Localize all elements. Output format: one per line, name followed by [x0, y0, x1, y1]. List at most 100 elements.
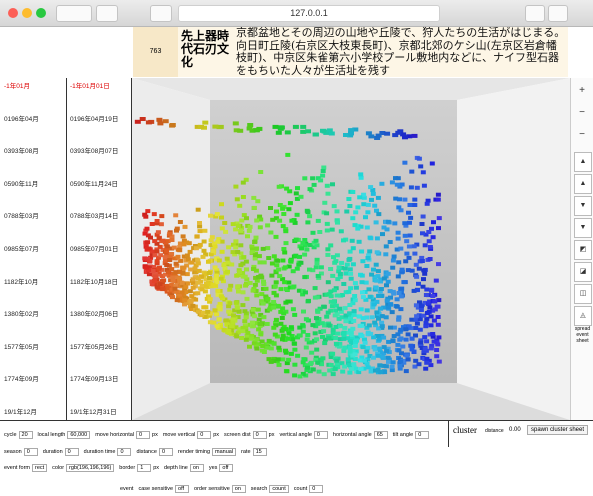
event-block — [274, 235, 279, 239]
zoom-button[interactable] — [36, 8, 46, 18]
event-block — [328, 243, 333, 247]
toolbar-icon[interactable]: ◬ — [574, 306, 592, 326]
event-block — [239, 336, 244, 340]
control-value[interactable]: 0 — [65, 448, 79, 456]
control-value[interactable]: manual — [212, 448, 236, 456]
control-value[interactable]: on — [232, 485, 246, 493]
event-block — [412, 203, 417, 207]
event-block — [222, 221, 227, 225]
event-block — [422, 272, 427, 276]
control-value[interactable]: 0 — [24, 448, 38, 456]
event-block — [386, 360, 391, 364]
event-block — [231, 313, 236, 317]
event-block — [357, 240, 362, 244]
event-block — [180, 290, 185, 294]
event-block — [342, 326, 347, 330]
event-block — [384, 244, 389, 248]
event-block — [258, 225, 263, 229]
control-value[interactable]: 0 — [314, 431, 328, 439]
event-block — [276, 131, 282, 135]
toolbar-icon[interactable]: ▼ — [574, 218, 592, 238]
control-value[interactable]: 60,000 — [67, 431, 90, 439]
pocket-button[interactable] — [150, 5, 172, 22]
event-block — [418, 328, 423, 332]
share-button[interactable] — [525, 5, 545, 22]
event-block — [413, 326, 418, 330]
control-value[interactable]: 0 — [253, 431, 267, 439]
event-block — [375, 236, 380, 240]
control-value[interactable]: 0 — [136, 431, 150, 439]
event-block — [262, 350, 267, 354]
control-value[interactable]: 0 — [415, 431, 429, 439]
toolbar-icon[interactable]: ◫ — [574, 284, 592, 304]
spawn-cluster-button[interactable]: spawn cluster sheet — [527, 425, 588, 435]
event-block — [254, 293, 259, 297]
year-label: -1年01月 — [4, 80, 30, 90]
event-block — [412, 198, 417, 202]
toolbar-button[interactable]: − — [574, 104, 590, 122]
event-block — [409, 170, 414, 174]
event-block — [261, 247, 266, 251]
toolbar-button[interactable]: + — [574, 82, 590, 100]
toolbar-icon[interactable]: ▲ — [574, 152, 592, 172]
event-block — [152, 239, 157, 243]
event-block — [431, 220, 436, 224]
event-block — [378, 307, 383, 311]
event-block — [233, 121, 239, 125]
control-value[interactable]: 0 — [159, 448, 173, 456]
event-block — [333, 259, 338, 263]
event-block — [300, 125, 306, 129]
control-value[interactable]: off — [219, 464, 233, 472]
toolbar-button[interactable]: − — [574, 126, 590, 144]
control-value[interactable]: rect — [32, 464, 47, 472]
event-block — [353, 210, 358, 214]
distance-value[interactable]: 0.00 — [509, 427, 521, 433]
nav-buttons[interactable] — [56, 5, 92, 22]
minimize-button[interactable] — [22, 8, 32, 18]
toolbar-icon[interactable]: ◩ — [574, 240, 592, 260]
event-block — [385, 227, 390, 231]
event-block — [285, 130, 291, 134]
event-block — [273, 125, 279, 129]
control-value[interactable]: off — [175, 485, 189, 493]
control-label: border — [119, 465, 135, 471]
address-bar[interactable]: 127.0.0.1 — [178, 5, 440, 22]
event-block — [395, 343, 400, 347]
event-block — [424, 361, 429, 365]
control-value[interactable]: 1 — [137, 464, 151, 472]
control-value[interactable]: on — [190, 464, 204, 472]
event-block — [384, 132, 390, 136]
event-block — [335, 294, 340, 298]
event-block — [416, 282, 421, 286]
event-block — [407, 221, 412, 225]
event-block — [315, 261, 320, 265]
control-value[interactable]: 20 — [19, 431, 33, 439]
event-block — [302, 176, 307, 180]
event-block — [346, 197, 351, 201]
toolbar-icon[interactable]: ▲ — [574, 174, 592, 194]
event-block — [396, 237, 401, 241]
event-block — [359, 176, 364, 180]
toolbar-icon[interactable]: ◪ — [574, 262, 592, 282]
event-block — [342, 365, 347, 369]
sidebar-button[interactable] — [96, 5, 118, 22]
event-block — [395, 183, 400, 187]
toolbar-icon[interactable]: ▼ — [574, 196, 592, 216]
control-value[interactable]: 0 — [309, 485, 323, 493]
event-block — [365, 346, 370, 350]
control: rate15 — [241, 448, 266, 456]
control-label: vertical angle — [279, 432, 311, 438]
viewport[interactable] — [132, 78, 570, 420]
control-value[interactable]: 0 — [197, 431, 211, 439]
tabs-button[interactable] — [548, 5, 568, 22]
event-block — [410, 337, 415, 341]
control-value[interactable]: 0 — [117, 448, 131, 456]
close-button[interactable] — [8, 8, 18, 18]
control-value[interactable]: rgb(196,196,196) — [66, 464, 114, 472]
event-block — [236, 224, 241, 228]
control-value[interactable]: 65 — [374, 431, 388, 439]
control-value[interactable]: 15 — [253, 448, 267, 456]
control-value[interactable]: count — [269, 485, 288, 493]
event-block — [298, 333, 303, 337]
year-label: 1577年05月 — [4, 341, 39, 351]
